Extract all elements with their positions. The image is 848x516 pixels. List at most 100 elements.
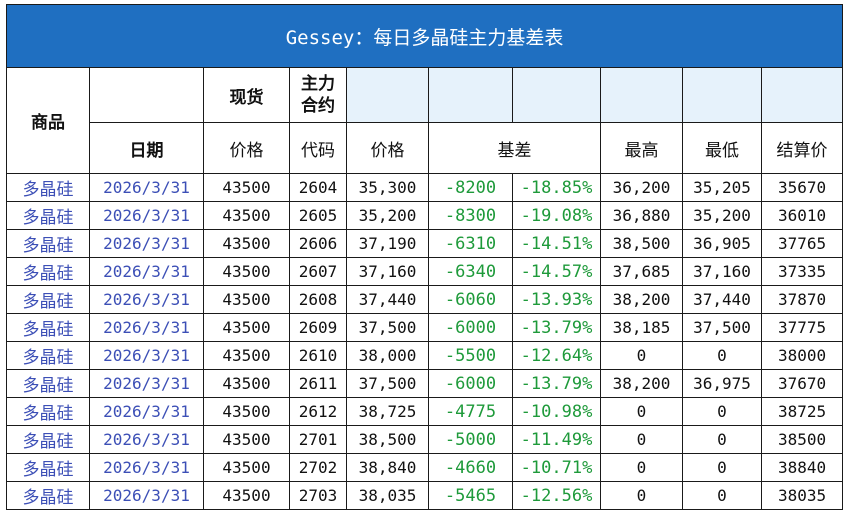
high-cell: 38,500 [600,229,683,258]
spot-price-cell: 43500 [203,173,290,202]
header-shade-cell [346,67,429,123]
product-cell: 多晶硅 [6,229,90,258]
date-cell: 2026/3/31 [89,229,204,258]
high-cell: 38,200 [600,369,683,398]
header-main-contract-line1: 主力 [301,74,335,94]
date-cell: 2026/3/31 [89,285,204,314]
product-cell: 多晶硅 [6,341,90,370]
basis-cell: -6060 [428,285,513,314]
spot-price-cell: 43500 [203,397,290,426]
basis-cell: -8200 [428,173,513,202]
high-cell: 36,200 [600,173,683,202]
spot-price-cell: 43500 [203,453,290,482]
spot-price-cell: 43500 [203,481,290,510]
basis-cell: -4775 [428,397,513,426]
header-high: 最高 [600,122,683,174]
futures-price-cell: 38,035 [346,481,429,510]
basis-cell: -6000 [428,313,513,342]
futures-price-cell: 38,500 [346,425,429,454]
contract-code-cell: 2703 [289,481,347,510]
table-title: Gessey：每日多晶硅主力基差表 [5,4,844,68]
contract-code-cell: 2608 [289,285,347,314]
basis-cell: -5465 [428,481,513,510]
high-cell: 0 [600,397,683,426]
settle-cell: 37335 [760,257,844,286]
header-shade-cell [428,67,513,123]
header-futures-price: 价格 [346,122,429,174]
low-cell: 0 [682,453,762,482]
high-cell: 0 [600,341,683,370]
table-row: 多晶硅 2026/3/31 43500 2702 38,840 -4660 -10.71% 0… [6,453,844,482]
header-code: 代码 [289,122,347,174]
spot-price-cell: 43500 [203,425,290,454]
low-cell: 0 [682,425,762,454]
header-main-contract-line2: 合约 [301,96,335,116]
date-cell: 2026/3/31 [89,397,204,426]
basis-pct-cell: -12.56% [512,481,601,510]
low-cell: 0 [682,481,762,510]
basis-cell: -6310 [428,229,513,258]
header-blank [89,67,204,123]
table-row: 多晶硅 2026/3/31 43500 2604 35,300 -8200 -18.85% 3… [6,173,844,202]
high-cell: 38,200 [600,285,683,314]
low-cell: 36,905 [682,229,762,258]
contract-code-cell: 2611 [289,369,347,398]
date-cell: 2026/3/31 [89,173,204,202]
settle-cell: 37775 [760,313,844,342]
date-cell: 2026/3/31 [89,257,204,286]
basis-cell: -5500 [428,341,513,370]
settle-cell: 35670 [760,173,844,202]
product-cell: 多晶硅 [6,397,90,426]
basis-pct-cell: -14.51% [512,229,601,258]
low-cell: 36,975 [682,369,762,398]
low-cell: 35,205 [682,173,762,202]
contract-code-cell: 2609 [289,313,347,342]
product-cell: 多晶硅 [6,173,90,202]
low-cell: 37,500 [682,313,762,342]
settle-cell: 38725 [760,397,844,426]
contract-code-cell: 2607 [289,257,347,286]
spot-price-cell: 43500 [203,313,290,342]
basis-pct-cell: -19.08% [512,201,601,230]
futures-price-cell: 35,200 [346,201,429,230]
table-row: 多晶硅 2026/3/31 43500 2703 38,035 -5465 -12.56% 0… [6,481,844,510]
spot-price-cell: 43500 [203,341,290,370]
date-cell: 2026/3/31 [89,313,204,342]
header-product: 商品 [6,67,90,174]
basis-pct-cell: -13.93% [512,285,601,314]
low-cell: 0 [682,397,762,426]
settle-cell: 37765 [760,229,844,258]
date-cell: 2026/3/31 [89,481,204,510]
settle-cell: 37870 [760,285,844,314]
spot-price-cell: 43500 [203,257,290,286]
header-shade-cell [512,67,601,123]
header-spot: 现货 [203,67,290,123]
high-cell: 37,685 [600,257,683,286]
spot-price-cell: 43500 [203,285,290,314]
high-cell: 0 [600,425,683,454]
basis-cell: -5000 [428,425,513,454]
product-cell: 多晶硅 [6,425,90,454]
settle-cell: 38000 [760,341,844,370]
header-shade-cell [600,67,683,123]
futures-price-cell: 38,000 [346,341,429,370]
product-cell: 多晶硅 [6,481,90,510]
basis-cell: -8300 [428,201,513,230]
contract-code-cell: 2606 [289,229,347,258]
contract-code-cell: 2702 [289,453,347,482]
settle-cell: 36010 [760,201,844,230]
basis-pct-cell: -13.79% [512,369,601,398]
contract-code-cell: 2610 [289,341,347,370]
contract-code-cell: 2612 [289,397,347,426]
table-row: 多晶硅 2026/3/31 43500 2606 37,190 -6310 -14.51% 3… [6,229,844,258]
date-cell: 2026/3/31 [89,341,204,370]
spot-price-cell: 43500 [203,201,290,230]
futures-price-cell: 37,500 [346,313,429,342]
header-spot-price: 价格 [203,122,290,174]
contract-code-cell: 2605 [289,201,347,230]
low-cell: 37,440 [682,285,762,314]
product-cell: 多晶硅 [6,453,90,482]
settle-cell: 38500 [760,425,844,454]
table-row: 多晶硅 2026/3/31 43500 2605 35,200 -8300 -19.08% 3… [6,201,844,230]
basis-cell: -6000 [428,369,513,398]
